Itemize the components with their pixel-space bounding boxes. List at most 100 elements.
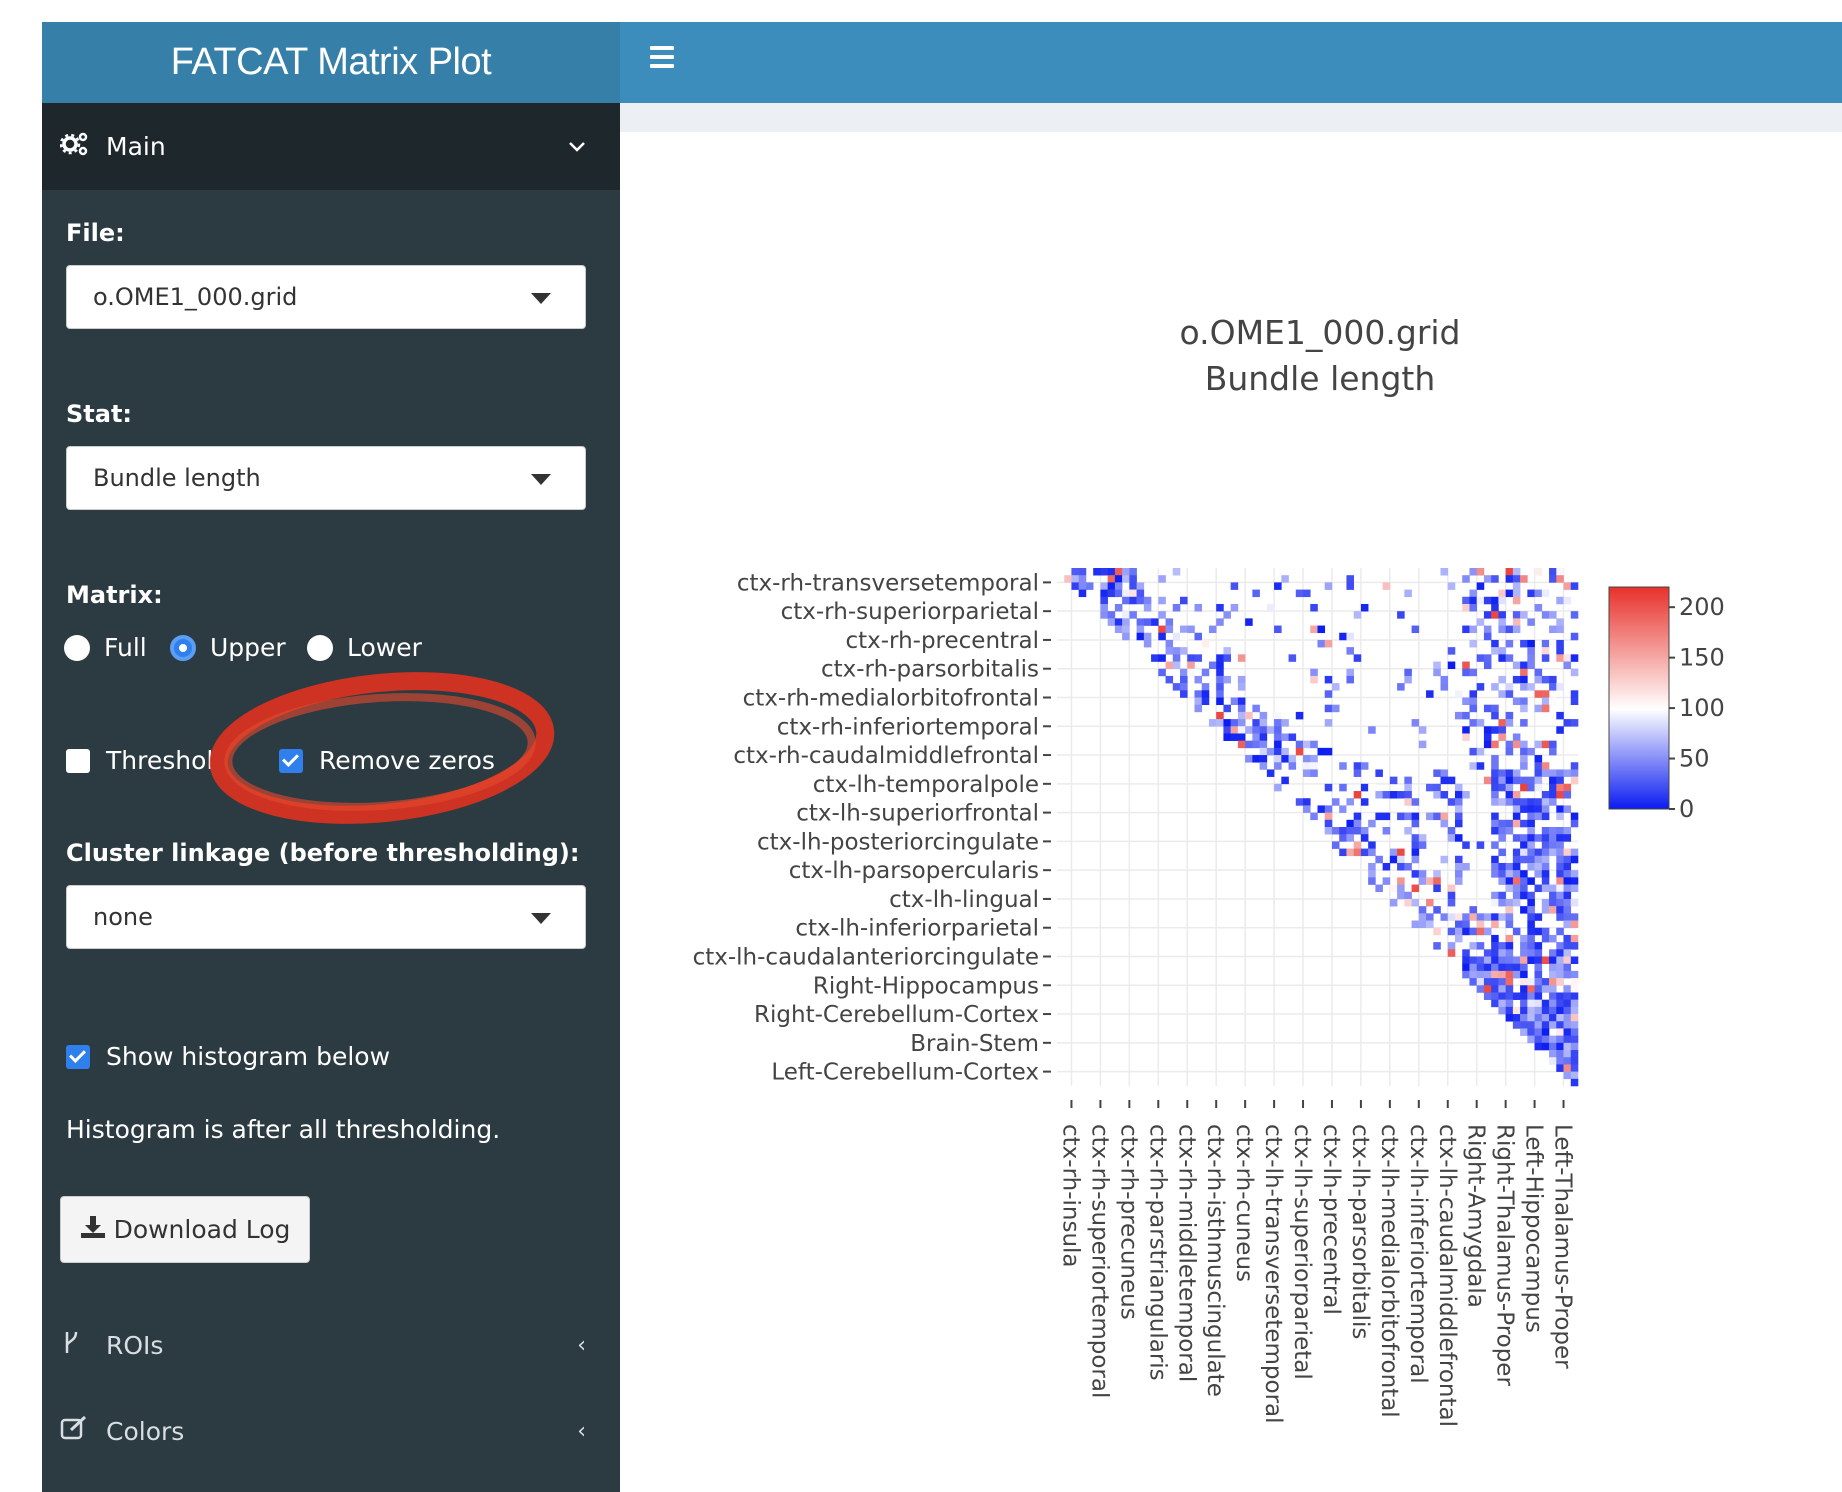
menu-colors[interactable]: Colors ‹ bbox=[42, 1387, 620, 1475]
radio-lower[interactable]: Lower bbox=[307, 633, 422, 662]
heatmap-cell bbox=[1266, 603, 1275, 612]
heatmap-cell bbox=[1411, 848, 1420, 857]
heatmap-cell bbox=[1505, 711, 1514, 720]
caret-down-icon bbox=[531, 913, 551, 924]
heatmap-cell bbox=[1237, 711, 1246, 720]
heatmap-cell bbox=[1527, 978, 1535, 986]
heatmap-cell bbox=[1549, 575, 1557, 583]
heatmap-cell bbox=[1230, 719, 1239, 727]
heatmap-cell bbox=[1556, 978, 1564, 986]
heatmap-cell bbox=[1534, 755, 1543, 763]
heatmap-cell bbox=[1107, 618, 1116, 626]
heatmap-cell bbox=[1498, 776, 1506, 785]
radio-upper-circle[interactable] bbox=[170, 634, 196, 661]
heatmap-cell bbox=[1389, 884, 1398, 893]
heatmap-cell bbox=[1556, 1006, 1564, 1015]
x-tick-label: Left-Hippocampus bbox=[1521, 1124, 1547, 1333]
cluster-select[interactable]: none bbox=[66, 885, 586, 949]
heatmap-cell bbox=[1143, 596, 1152, 605]
content-top-strip bbox=[620, 103, 1842, 132]
heatmap-cell bbox=[1114, 618, 1123, 626]
heatmap-cell bbox=[1114, 589, 1123, 598]
heatmap-cell bbox=[1520, 611, 1528, 619]
heatmap-cell bbox=[1339, 805, 1347, 813]
hamburger-icon[interactable] bbox=[648, 42, 678, 72]
heatmap-cell bbox=[1549, 798, 1557, 806]
heatmap-cell bbox=[1476, 927, 1485, 936]
threshold-checkbox[interactable]: Threshol bbox=[66, 746, 213, 775]
download-log-label: Download Log bbox=[113, 1215, 291, 1244]
heatmap-cell bbox=[1447, 949, 1456, 957]
radio-lower-circle[interactable] bbox=[307, 634, 333, 661]
heatmap-cell bbox=[1563, 827, 1572, 835]
heatmap-cell bbox=[1505, 654, 1514, 662]
heatmap-cell bbox=[1288, 733, 1297, 741]
radio-full-circle[interactable] bbox=[64, 634, 90, 661]
histogram-checkbox[interactable]: Show histogram below bbox=[66, 1042, 390, 1071]
heatmap-cell bbox=[1549, 884, 1557, 893]
heatmap-cell bbox=[1201, 668, 1210, 677]
heatmap-cell bbox=[1071, 575, 1080, 583]
threshold-checkbox-box[interactable] bbox=[66, 748, 90, 773]
heatmap-cell bbox=[1346, 668, 1354, 677]
heatmap-cell bbox=[1346, 805, 1354, 813]
heatmap-cell bbox=[1541, 927, 1550, 936]
heatmap-cell bbox=[1512, 568, 1521, 576]
histogram-checkbox-box[interactable] bbox=[66, 1044, 90, 1069]
heatmap-cell bbox=[1346, 575, 1354, 583]
heatmap-cell bbox=[1520, 661, 1528, 670]
heatmap-cell bbox=[1563, 1057, 1572, 1065]
heatmap-cell bbox=[1274, 726, 1282, 734]
heatmap-cell bbox=[1310, 762, 1318, 770]
heatmap-cell bbox=[1324, 827, 1333, 835]
heatmap-cell bbox=[1498, 819, 1506, 828]
heatmap-cell bbox=[1281, 719, 1289, 727]
radio-lower-label: Lower bbox=[347, 633, 422, 662]
heatmap-cell bbox=[1541, 848, 1550, 857]
heatmap-cell bbox=[1462, 661, 1470, 670]
heatmap-cell bbox=[1237, 704, 1246, 713]
heatmap-cell bbox=[1556, 1064, 1564, 1072]
heatmap-cell bbox=[1483, 704, 1492, 713]
heatmap-cell bbox=[1310, 812, 1318, 821]
heatmap-cell bbox=[1541, 675, 1550, 684]
file-select[interactable]: o.OME1_000.grid bbox=[66, 265, 586, 329]
heatmap-cell bbox=[1274, 747, 1282, 756]
heatmap-cell bbox=[1411, 834, 1420, 842]
heatmap-cell bbox=[1491, 841, 1499, 849]
heatmap-cell bbox=[1556, 1035, 1564, 1044]
heatmap-cell bbox=[1462, 970, 1470, 979]
heatmap-cell bbox=[1498, 726, 1506, 734]
heatmap-cell bbox=[1520, 834, 1528, 842]
heatmap-cell bbox=[1295, 589, 1304, 598]
heatmap-cell bbox=[1208, 625, 1217, 634]
heatmap-cell bbox=[1324, 639, 1333, 648]
heatmap-cell bbox=[1476, 956, 1485, 964]
heatmap-cell bbox=[1512, 798, 1521, 806]
heatmap-cell bbox=[1360, 798, 1369, 806]
heatmap-cell bbox=[1498, 618, 1506, 626]
heatmap-cell bbox=[1563, 1021, 1572, 1029]
heatmap-cell bbox=[1491, 683, 1499, 691]
radio-full[interactable]: Full bbox=[64, 633, 147, 662]
menu-main[interactable]: Main bbox=[42, 103, 620, 190]
heatmap-cell bbox=[1426, 812, 1434, 821]
download-log-button[interactable]: Download Log bbox=[60, 1196, 310, 1263]
heatmap-cell bbox=[1498, 949, 1506, 957]
heatmap-cell bbox=[1180, 647, 1188, 655]
heatmap-cell bbox=[1375, 884, 1383, 893]
heatmap-cell bbox=[1136, 618, 1145, 626]
heatmap-cell bbox=[1541, 697, 1550, 705]
heatmap-cell bbox=[1527, 949, 1535, 957]
heatmap-cell bbox=[1512, 805, 1521, 813]
radio-upper[interactable]: Upper bbox=[170, 633, 286, 662]
heatmap-cell bbox=[1512, 963, 1521, 972]
menu-rois[interactable]: ROIs ‹ bbox=[42, 1303, 620, 1387]
stat-select[interactable]: Bundle length bbox=[66, 446, 586, 510]
heatmap-cell bbox=[1512, 769, 1521, 777]
x-tick-label: Right-Thalamus-Proper bbox=[1492, 1124, 1518, 1386]
heatmap-cell bbox=[1368, 819, 1376, 828]
plot-title: o.OME1_000.grid Bundle length bbox=[1040, 310, 1600, 402]
heatmap-cell bbox=[1527, 1021, 1535, 1029]
